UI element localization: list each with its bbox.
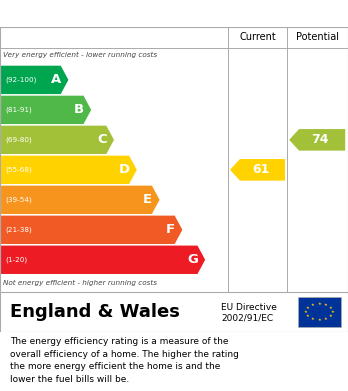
Text: G: G bbox=[188, 253, 198, 266]
Text: ★: ★ bbox=[304, 310, 308, 314]
Text: (81-91): (81-91) bbox=[5, 107, 32, 113]
Text: ★: ★ bbox=[324, 303, 328, 307]
Text: A: A bbox=[51, 74, 61, 86]
Text: ★: ★ bbox=[317, 302, 321, 306]
Polygon shape bbox=[1, 186, 159, 214]
Text: 61: 61 bbox=[252, 163, 269, 176]
Text: (21-38): (21-38) bbox=[5, 226, 32, 233]
Polygon shape bbox=[1, 66, 68, 94]
Text: England & Wales: England & Wales bbox=[10, 303, 180, 321]
Polygon shape bbox=[1, 156, 137, 184]
Polygon shape bbox=[1, 96, 91, 124]
Text: (55-68): (55-68) bbox=[5, 167, 32, 173]
Polygon shape bbox=[1, 246, 205, 274]
Text: (92-100): (92-100) bbox=[5, 77, 37, 83]
Text: Potential: Potential bbox=[296, 32, 339, 42]
Text: ★: ★ bbox=[329, 314, 333, 318]
Polygon shape bbox=[289, 129, 345, 151]
Polygon shape bbox=[230, 159, 285, 181]
Text: Very energy efficient - lower running costs: Very energy efficient - lower running co… bbox=[3, 52, 158, 59]
Text: D: D bbox=[119, 163, 130, 176]
Text: ★: ★ bbox=[329, 306, 333, 310]
Text: 74: 74 bbox=[311, 133, 329, 146]
Text: ★: ★ bbox=[331, 310, 334, 314]
Text: ★: ★ bbox=[306, 314, 310, 318]
Text: EU Directive: EU Directive bbox=[221, 303, 277, 312]
Text: ★: ★ bbox=[317, 318, 321, 322]
Polygon shape bbox=[1, 215, 182, 244]
Text: C: C bbox=[97, 133, 106, 146]
Text: ★: ★ bbox=[311, 303, 315, 307]
Text: B: B bbox=[74, 103, 84, 117]
Text: Energy Efficiency Rating: Energy Efficiency Rating bbox=[10, 7, 220, 22]
Text: E: E bbox=[143, 193, 152, 206]
Text: (39-54): (39-54) bbox=[5, 197, 32, 203]
Text: (1-20): (1-20) bbox=[5, 256, 27, 263]
Text: F: F bbox=[166, 223, 175, 236]
Text: Current: Current bbox=[239, 32, 276, 42]
Text: (69-80): (69-80) bbox=[5, 136, 32, 143]
Text: The energy efficiency rating is a measure of the
overall efficiency of a home. T: The energy efficiency rating is a measur… bbox=[10, 337, 239, 384]
Text: 2002/91/EC: 2002/91/EC bbox=[221, 314, 273, 323]
Text: ★: ★ bbox=[311, 317, 315, 321]
FancyBboxPatch shape bbox=[298, 297, 341, 327]
Text: ★: ★ bbox=[324, 317, 328, 321]
Text: ★: ★ bbox=[306, 306, 310, 310]
Polygon shape bbox=[1, 126, 114, 154]
Text: Not energy efficient - higher running costs: Not energy efficient - higher running co… bbox=[3, 280, 158, 287]
